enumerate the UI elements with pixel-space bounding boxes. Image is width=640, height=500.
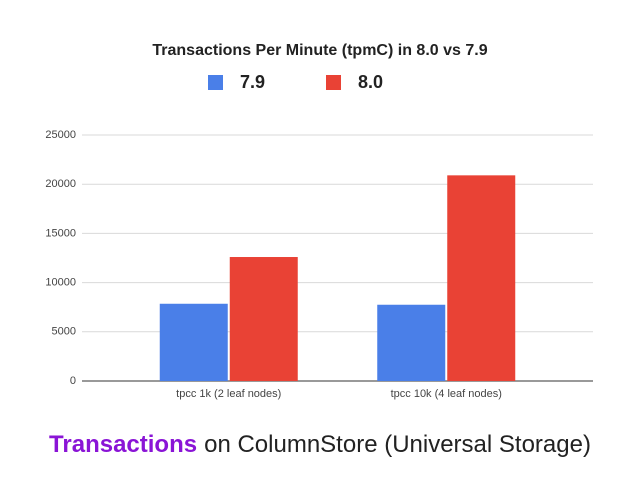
y-tick-label: 5000: [52, 326, 76, 338]
y-tick-label: 10000: [45, 277, 76, 289]
legend-label: 7.9: [240, 72, 265, 92]
bar: [229, 257, 298, 381]
chart-title: Transactions Per Minute (tpmC) in 8.0 vs…: [152, 42, 487, 59]
y-tick-label: 25000: [45, 129, 76, 141]
x-tick-label: tpcc 10k (4 leaf nodes): [391, 388, 502, 400]
caption-rest: on ColumnStore (Universal Storage): [204, 431, 591, 458]
caption-highlight: Transactions: [49, 431, 197, 458]
y-tick-label: 15000: [45, 227, 76, 239]
legend-label: 8.0: [358, 72, 383, 92]
legend-swatch: [326, 75, 341, 90]
x-tick-label: tpcc 1k (2 leaf nodes): [176, 388, 281, 400]
legend-swatch: [208, 75, 223, 90]
y-tick-label: 20000: [45, 178, 76, 190]
bar: [159, 303, 228, 381]
y-tick-label: 0: [70, 375, 76, 387]
bar: [447, 175, 516, 381]
bar: [377, 304, 446, 381]
caption: Transactions on ColumnStore (Universal St…: [49, 431, 591, 458]
